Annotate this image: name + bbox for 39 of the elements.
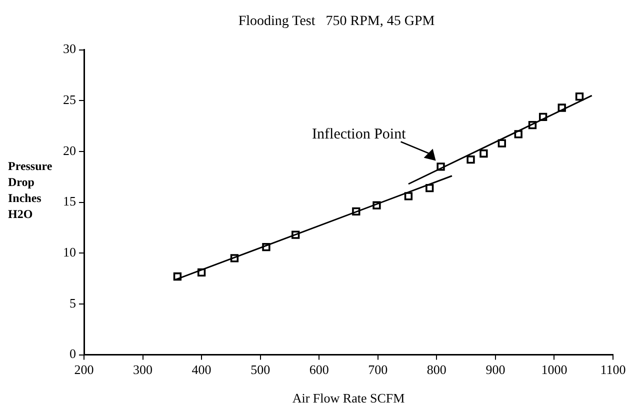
x-tick-label: 1100 (600, 362, 626, 378)
x-tick-label: 800 (426, 362, 446, 378)
point (498, 139, 506, 148)
y-tick-label: 5 (70, 295, 76, 310)
point (538, 112, 548, 121)
point (426, 184, 434, 192)
y-tick-label: 15 (63, 194, 76, 209)
x-tick-label: 1000 (541, 362, 568, 378)
point (575, 92, 584, 101)
point (173, 272, 182, 281)
point (528, 120, 537, 130)
y-tick-label: 30 (63, 41, 76, 56)
point (292, 230, 300, 239)
x-tick-label: 400 (192, 362, 212, 378)
point (197, 268, 206, 277)
x-tick-label: 200 (74, 362, 94, 378)
point (514, 130, 522, 138)
point (558, 104, 566, 112)
chart-title: Flooding Test 750 RPM, 45 GPM (238, 14, 436, 30)
x-axis-title: Air Flow Rate SCFM (292, 390, 406, 406)
y-axis-title: Pressure Drop Inches H2O (8, 158, 52, 222)
point (262, 242, 270, 252)
x-tick-label: 900 (486, 362, 506, 378)
x-tick-label: 300 (133, 362, 153, 378)
point (404, 192, 413, 200)
x-tick-label: 700 (368, 362, 388, 378)
y-tick-label: 0 (70, 346, 76, 362)
x-tick-label: 500 (250, 362, 270, 378)
point (480, 149, 488, 158)
point (230, 254, 239, 262)
y-tick-label: 25 (63, 92, 76, 108)
annotation: Inflection Point (312, 126, 407, 143)
point (372, 201, 381, 210)
point (352, 207, 360, 216)
y-tick-label: 20 (63, 142, 76, 158)
point (436, 162, 445, 171)
x-tick-label: 600 (309, 362, 329, 378)
point (466, 156, 475, 164)
y-tick-label: 10 (63, 244, 76, 260)
